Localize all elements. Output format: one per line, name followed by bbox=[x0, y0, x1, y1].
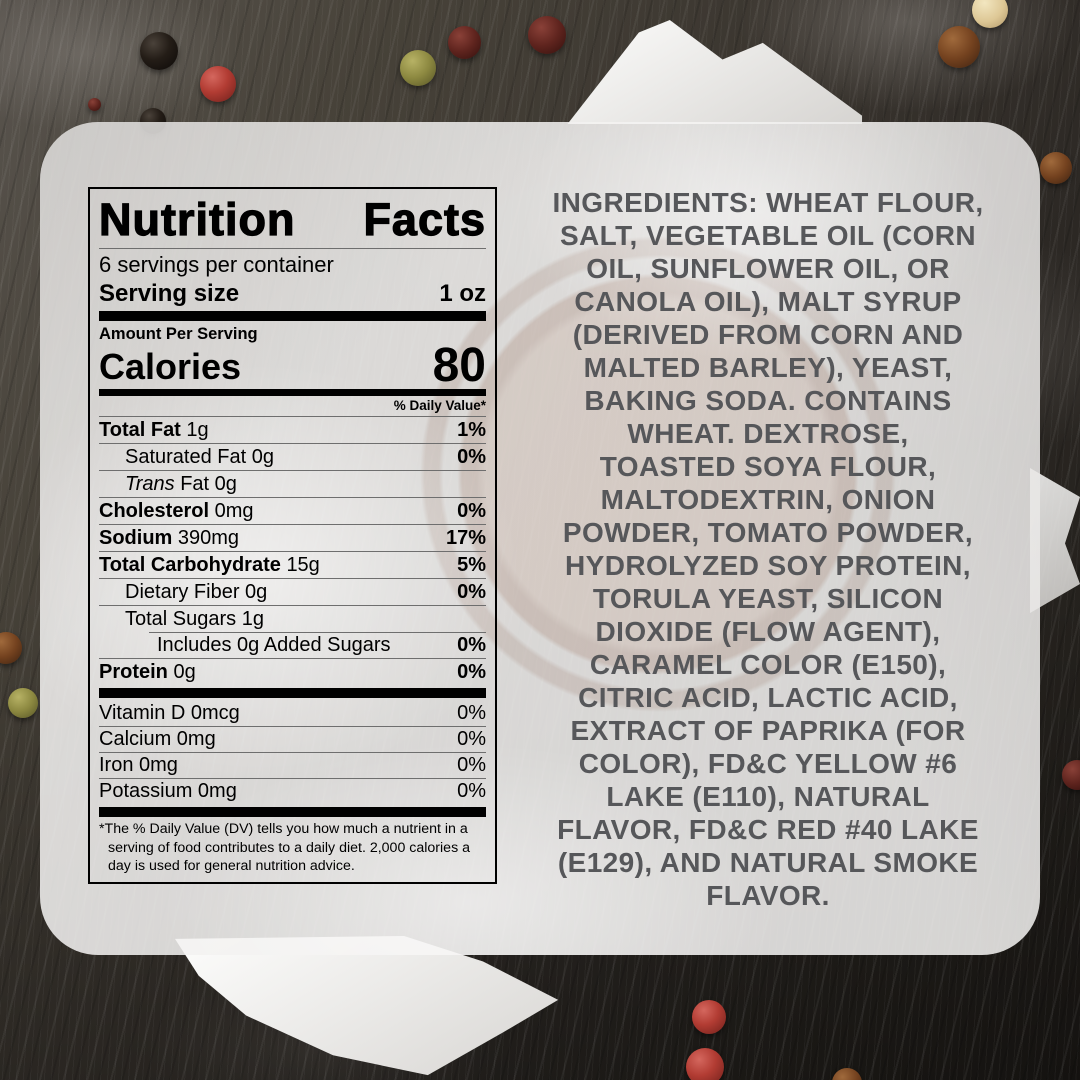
ingredients-line: (E129), AND NATURAL SMOKE bbox=[557, 847, 979, 878]
nutrition-facts-label: Nutrition Facts 6 servings per container… bbox=[88, 187, 497, 884]
ingredients-line: COLOR), FD&C YELLOW #6 bbox=[578, 748, 958, 779]
vitamin-row-vitamin-d: Vitamin D 0mcg 0% bbox=[99, 702, 486, 724]
ingredients-line: OIL, SUNFLOWER OIL, OR bbox=[586, 253, 950, 284]
nutrient-rows: Total Fat 1g 1% Saturated Fat 0g 0% Tran… bbox=[99, 417, 486, 685]
peppercorn-brown bbox=[938, 26, 980, 68]
nutrient-row-added-sugars: Includes 0g Added Sugars 0% bbox=[99, 632, 486, 658]
peppercorn-red bbox=[686, 1048, 724, 1080]
calories-row: Calories 80 bbox=[99, 339, 486, 392]
label-title: Nutrition Facts bbox=[98, 193, 486, 249]
servings-per-container: 6 servings per container bbox=[99, 252, 334, 277]
vitamin-row-potassium: Potassium 0mg 0% bbox=[99, 778, 486, 802]
ingredients-line: HYDROLYZED SOY PROTEIN, bbox=[565, 550, 971, 581]
amount-per-serving: Amount Per Serving bbox=[99, 325, 258, 343]
vitamin-row-iron: Iron 0mg 0% bbox=[99, 752, 486, 776]
peppercorn-red bbox=[200, 66, 236, 102]
ingredients-line: MALTODEXTRIN, ONION bbox=[600, 484, 936, 515]
divider-bar bbox=[99, 807, 486, 817]
serving-size-label: Serving size bbox=[99, 280, 240, 307]
serving-size-value: 1 oz bbox=[439, 280, 486, 307]
serving-size-row: Serving size 1 oz bbox=[99, 279, 486, 308]
ingredients-line: MALTED BARLEY), YEAST, bbox=[583, 352, 953, 383]
ingredients-line: POWDER, TOMATO POWDER, bbox=[562, 517, 974, 548]
nutrient-row-protein: Protein 0g 0% bbox=[99, 658, 486, 685]
ingredients-line: INGREDIENTS: WHEAT FLOUR, bbox=[552, 187, 984, 218]
ingredients-line: FLAVOR, FD&C RED #40 LAKE bbox=[557, 814, 979, 845]
ingredients-line: TOASTED SOYA FLOUR, bbox=[599, 451, 937, 482]
nutrient-row-sodium: Sodium 390mg 17% bbox=[99, 524, 486, 551]
ingredients-line: CARAMEL COLOR (E150), bbox=[589, 649, 947, 680]
nutrient-row-saturated-fat: Saturated Fat 0g 0% bbox=[99, 443, 486, 470]
nutrient-row-total-fat: Total Fat 1g 1% bbox=[99, 419, 486, 441]
ingredients-line: CANOLA OIL), MALT SYRUP bbox=[574, 286, 962, 317]
ingredients-line: EXTRACT OF PAPRIKA (FOR bbox=[570, 715, 966, 746]
calories-label: Calories bbox=[99, 346, 242, 387]
nutrient-row-total-carbohydrate: Total Carbohydrate 15g 5% bbox=[99, 551, 486, 578]
title-word-nutrition: Nutrition bbox=[98, 193, 296, 245]
divider-bar bbox=[99, 389, 486, 396]
peppercorn-black bbox=[140, 32, 178, 70]
peppercorn-redbrown bbox=[528, 16, 566, 54]
peppercorn-fragment bbox=[88, 98, 101, 111]
peppercorn-maroon bbox=[448, 26, 481, 59]
ingredients-line: DIOXIDE (FLOW AGENT), bbox=[595, 616, 941, 647]
ingredients-line: (DERIVED FROM CORN AND bbox=[572, 319, 964, 350]
ingredients-line: SALT, VEGETABLE OIL (CORN bbox=[559, 220, 976, 251]
title-word-facts: Facts bbox=[363, 193, 486, 245]
peppercorn-brown bbox=[1040, 152, 1072, 184]
vitamin-row-calcium: Calcium 0mg 0% bbox=[99, 726, 486, 750]
daily-value-footnote: *The % Daily Value (DV) tells you how mu… bbox=[99, 821, 470, 874]
nutrient-row-cholesterol: Cholesterol 0mg 0% bbox=[99, 497, 486, 524]
ingredients-line: FLAVOR. bbox=[706, 880, 830, 911]
peppercorn-brown bbox=[0, 632, 22, 664]
ingredients-line: BAKING SODA. CONTAINS bbox=[584, 385, 952, 416]
nutrient-row-total-sugars: Total Sugars 1g bbox=[99, 605, 486, 632]
ingredients-line: TORULA YEAST, SILICON bbox=[592, 583, 944, 614]
ingredients-line: LAKE (E110), NATURAL bbox=[606, 781, 930, 812]
ingredients-text: INGREDIENTS: WHEAT FLOUR, SALT, VEGETABL… bbox=[523, 186, 1013, 912]
peppercorn-red bbox=[692, 1000, 726, 1034]
calories-value: 80 bbox=[432, 339, 486, 392]
vitamin-rows: Vitamin D 0mcg 0% Calcium 0mg 0% Iron 0m… bbox=[99, 701, 486, 804]
peppercorn-green bbox=[8, 688, 38, 718]
peppercorn-green bbox=[400, 50, 436, 86]
daily-value-header: % Daily Value* bbox=[99, 396, 486, 417]
peppercorn-maroon bbox=[1062, 760, 1080, 790]
ingredients-line: CITRIC ACID, LACTIC ACID, bbox=[578, 682, 958, 713]
peppercorn-white bbox=[972, 0, 1008, 28]
ingredients-line: WHEAT. DEXTROSE, bbox=[627, 418, 909, 449]
nutrient-row-trans-fat: Trans Fat 0g bbox=[99, 470, 486, 497]
divider-bar bbox=[99, 311, 486, 321]
divider-bar bbox=[99, 688, 486, 698]
nutrient-row-dietary-fiber: Dietary Fiber 0g 0% bbox=[99, 578, 486, 605]
peppercorn-brown bbox=[832, 1068, 862, 1080]
